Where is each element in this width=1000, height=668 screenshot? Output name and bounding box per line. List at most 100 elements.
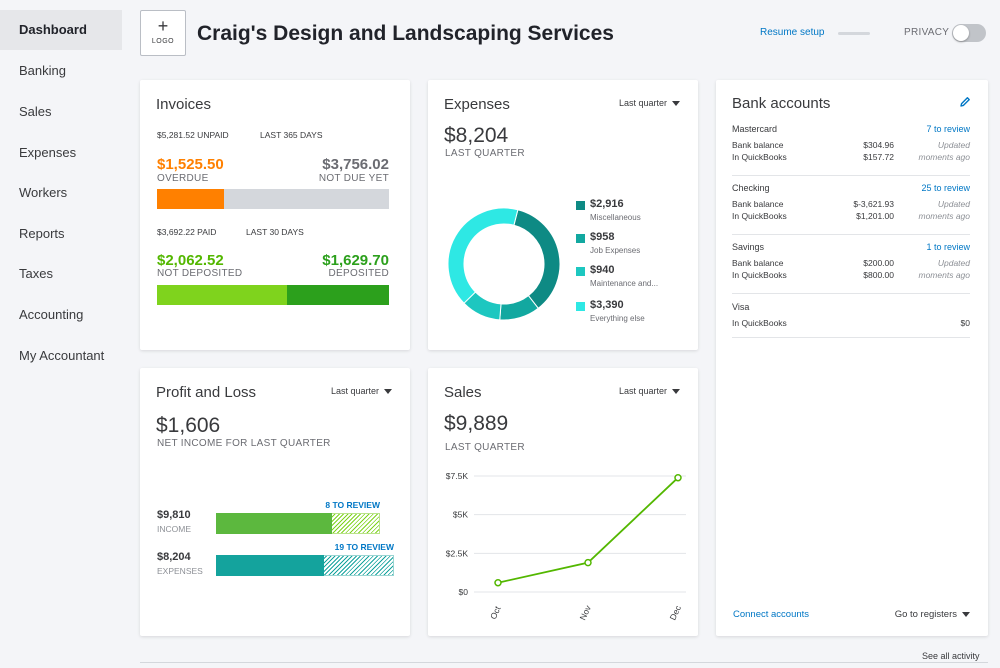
expenses-card: Expenses Last quarter $8,204 LAST QUARTE… xyxy=(428,80,698,350)
legend-label: Miscellaneous xyxy=(590,213,641,222)
not-deposited-bar-segment[interactable] xyxy=(157,285,287,305)
sales-period-label: Last quarter xyxy=(618,386,667,396)
overdue-bar-segment[interactable] xyxy=(157,189,225,209)
bank-balance-label: Bank balance xyxy=(732,258,784,268)
sales-point[interactable] xyxy=(494,578,502,587)
profit-loss-period-select[interactable]: Last quarter xyxy=(331,386,392,396)
chevron-down-icon xyxy=(962,611,970,617)
income-label: INCOME xyxy=(157,524,191,534)
bank-accounts-card: Bank accounts Mastercard 7 to review Ban… xyxy=(716,80,988,636)
pencil-icon[interactable] xyxy=(959,96,971,108)
sales-line xyxy=(497,477,679,584)
income-review-link[interactable]: 8 TO REVIEW xyxy=(325,500,380,510)
unpaid-period: LAST 365 DAYS xyxy=(260,130,323,140)
income-amount: $9,810 xyxy=(157,509,191,521)
legend-label: Everything else xyxy=(590,314,645,323)
sidebar-item-my-accountant[interactable]: My Accountant xyxy=(19,348,105,363)
sidebar-item-taxes[interactable]: Taxes xyxy=(19,266,53,281)
sidebar-item-accounting[interactable]: Accounting xyxy=(19,307,84,322)
donut-slice-0[interactable] xyxy=(513,209,561,309)
not-due-label: NOT DUE YET xyxy=(318,173,389,184)
plus-icon: + xyxy=(157,16,169,36)
unpaid-total: $5,281.52 UNPAID xyxy=(157,130,229,140)
paid-total: $3,692.22 PAID xyxy=(157,227,217,237)
quickbooks-balance-label: In QuickBooks xyxy=(732,211,787,221)
review-link[interactable]: 1 to review xyxy=(926,242,970,252)
y-tick-label: $0 xyxy=(459,587,469,597)
expense-bar[interactable] xyxy=(216,555,394,576)
bank-balance-value: $-3,621.93 xyxy=(853,199,894,209)
updated-text: Updated xyxy=(937,199,970,209)
sales-point[interactable] xyxy=(674,473,682,482)
y-tick-label: $2.5K xyxy=(446,548,469,558)
connect-accounts-link[interactable]: Connect accounts xyxy=(733,609,810,620)
bank-account-mastercard[interactable]: Mastercard 7 to review Bank balance $304… xyxy=(732,124,970,176)
sidebar-item-workers[interactable]: Workers xyxy=(19,185,68,200)
legend-swatch xyxy=(576,302,585,311)
logo-placeholder-text: LOGO xyxy=(151,38,175,45)
chevron-down-icon xyxy=(384,389,392,395)
net-income-amount: $1,606 xyxy=(156,414,221,437)
profit-loss-title: Profit and Loss xyxy=(156,384,257,401)
expenses-period-select[interactable]: Last quarter xyxy=(619,98,680,108)
sales-line-chart[interactable]: $0 $2.5K $5K $7.5K Oct Nov Dec xyxy=(428,464,698,632)
expenses-donut-chart[interactable] xyxy=(446,206,562,322)
legend-swatch xyxy=(576,201,585,210)
bank-balance-label: Bank balance xyxy=(732,140,784,150)
privacy-toggle[interactable] xyxy=(952,24,986,42)
x-tick-label: Nov xyxy=(578,603,594,622)
sidebar: Dashboard Banking Sales Expenses Workers… xyxy=(0,0,128,668)
sidebar-item-sales[interactable]: Sales xyxy=(19,104,52,119)
sales-card: Sales Last quarter $9,889 LAST QUARTER $… xyxy=(428,368,698,636)
sales-total-label: LAST QUARTER xyxy=(445,442,525,453)
bank-accounts-title: Bank accounts xyxy=(732,95,831,112)
bank-account-visa[interactable]: Visa In QuickBooks $0 xyxy=(732,302,970,338)
overdue-amount: $1,525.50 xyxy=(157,156,224,173)
quickbooks-balance-label: In QuickBooks xyxy=(732,152,787,162)
sidebar-item-dashboard[interactable]: Dashboard xyxy=(0,10,122,50)
see-all-activity-link[interactable]: See all activity xyxy=(922,651,980,661)
sales-total: $9,889 xyxy=(444,412,509,435)
deposited-amount: $1,629.70 xyxy=(322,252,389,269)
updated-time: moments ago xyxy=(918,270,971,280)
sidebar-item-banking[interactable]: Banking xyxy=(19,63,66,78)
sales-title: Sales xyxy=(444,384,482,401)
quickbooks-balance-value: $1,201.00 xyxy=(856,211,894,221)
overdue-label: OVERDUE xyxy=(157,173,209,184)
sidebar-item-reports[interactable]: Reports xyxy=(19,226,65,241)
legend-amount: $940 xyxy=(590,264,615,276)
sales-period-select[interactable]: Last quarter xyxy=(619,386,680,396)
paid-bar[interactable] xyxy=(157,285,389,305)
expenses-total: $8,204 xyxy=(444,124,509,147)
sales-point[interactable] xyxy=(584,558,592,567)
not-deposited-amount: $2,062.52 xyxy=(157,252,224,269)
legend-amount: $2,916 xyxy=(590,198,624,210)
updated-text: Updated xyxy=(937,140,970,150)
chevron-down-icon xyxy=(672,101,680,107)
review-link[interactable]: 25 to review xyxy=(921,183,970,193)
expense-review-link[interactable]: 19 TO REVIEW xyxy=(334,542,394,552)
bank-account-savings[interactable]: Savings 1 to review Bank balance $200.00… xyxy=(732,242,970,294)
income-bar[interactable] xyxy=(216,513,380,534)
bank-account-checking[interactable]: Checking 25 to review Bank balance $-3,6… xyxy=(732,183,970,235)
unpaid-bar[interactable] xyxy=(157,189,389,209)
income-bar-fill[interactable] xyxy=(216,513,333,534)
bank-balance-value: $200.00 xyxy=(863,258,894,268)
invoices-title: Invoices xyxy=(156,96,212,113)
logo-upload-button[interactable]: + LOGO xyxy=(140,10,186,56)
expenses-title: Expenses xyxy=(444,96,510,113)
not-due-amount: $3,756.02 xyxy=(322,156,389,173)
company-name: Craig's Design and Landscaping Services xyxy=(197,22,614,45)
go-to-registers-dropdown[interactable]: Go to registers xyxy=(895,609,970,620)
review-link[interactable]: 7 to review xyxy=(926,124,970,134)
bank-balance-label: Bank balance xyxy=(732,199,784,209)
expense-bar-fill[interactable] xyxy=(216,555,324,576)
setup-progress-bar xyxy=(838,32,870,35)
privacy-label: PRIVACY xyxy=(904,27,950,38)
donut-slice-3[interactable] xyxy=(447,207,519,304)
legend-swatch xyxy=(576,267,585,276)
account-name: Visa xyxy=(732,302,750,312)
sidebar-item-expenses[interactable]: Expenses xyxy=(19,145,77,160)
resume-setup-link[interactable]: Resume setup xyxy=(760,27,825,38)
y-tick-label: $7.5K xyxy=(446,471,469,481)
